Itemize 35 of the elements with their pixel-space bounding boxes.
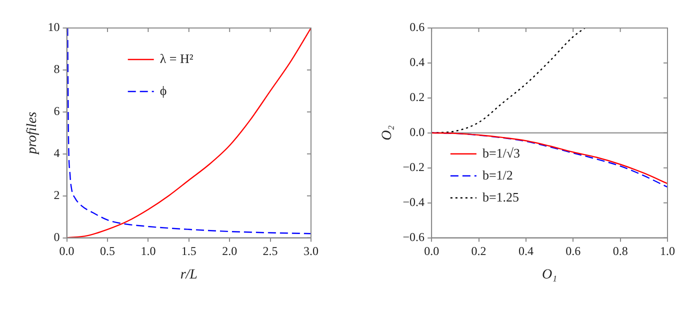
y-tick-label: −0.4 [402,194,425,209]
y-tick-label: 0 [54,230,60,244]
x-tick-label: 3.0 [304,244,318,258]
y-tick-label: 0.0 [410,125,425,140]
line-series [432,28,586,134]
x-tick-label: 0.0 [424,244,440,258]
x-tick-label: 2.0 [222,244,238,258]
y-tick-label: 2 [54,188,60,202]
x-tick-label: 1.5 [181,244,196,258]
legend-label: ϕ [160,82,167,98]
y-axis-title: O₂ [380,125,396,140]
y-tick-label: 0.6 [410,20,425,34]
legend-label: λ = H² [160,50,194,66]
x-axis-title: r/L [180,267,198,282]
x-tick-label: 1.0 [140,244,156,258]
x-tick-label: 2.5 [262,244,278,258]
x-tick-label: 1.0 [660,244,675,258]
y-tick-label: 0.2 [410,90,425,104]
y-tick-label: 10 [48,20,60,34]
y-tick-label: 8 [54,62,60,76]
x-axis-title: O₁ [542,267,558,282]
y-tick-label: −0.2 [402,160,425,174]
y-tick-label: 0.4 [410,55,425,70]
legend-label: b=1.25 [482,189,520,204]
y-axis-title: profiles [25,111,40,156]
legend-label: b=1/2 [482,167,513,182]
x-tick-label: 0.6 [566,244,581,258]
x-tick-label: 0.4 [518,244,534,258]
x-tick-label: 0.5 [100,244,115,258]
x-tick-label: 0.8 [612,244,628,258]
x-tick-label: 0.2 [471,244,486,258]
y-tick-label: −0.6 [402,230,425,244]
legend-label: b=1/√3 [482,145,520,160]
y-tick-label: 4 [54,146,60,160]
y-tick-label: 6 [54,104,60,118]
